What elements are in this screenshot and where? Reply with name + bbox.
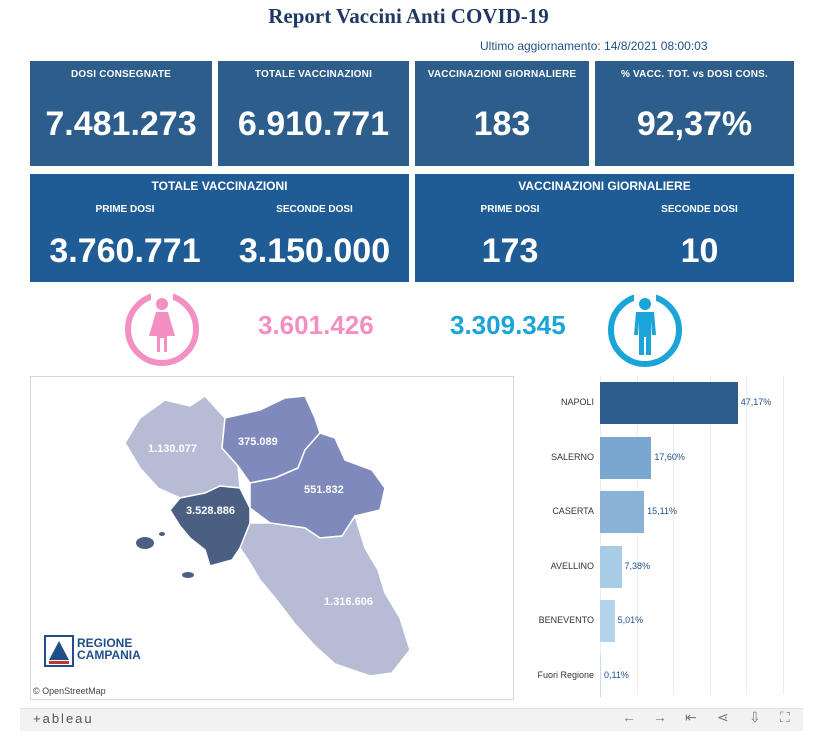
chart-gridline (673, 376, 674, 694)
bar-avellino[interactable] (600, 545, 622, 588)
map-attribution[interactable]: © OpenStreetMap (33, 686, 106, 696)
chart-gridline (709, 376, 711, 694)
region-label: 3.528.886 (186, 505, 235, 517)
prime-dosi-value: 3.760.771 (49, 232, 201, 270)
island-procida (159, 532, 165, 536)
bar-category-label: CASERTA (552, 506, 594, 516)
kpi-label: % VACC. TOT. vs DOSI CONS. (620, 69, 769, 80)
prime-dosi-label: PRIME DOSI (95, 204, 155, 215)
bar-value-label: 47,17% (740, 397, 772, 407)
male-figure-icon (608, 291, 682, 367)
region-label: 1.316.606 (324, 596, 373, 608)
download-icon[interactable]: ⇩ (749, 709, 761, 725)
bar-category-label: SALERNO (550, 451, 594, 462)
bar-benevento[interactable] (600, 600, 615, 642)
bar-chart: NAPOLI 47,17% SALERNO 17,60% CASERTA 15,11% AV… (515, 376, 805, 697)
island-capri (182, 572, 194, 578)
bar-caserta[interactable] (600, 491, 645, 533)
bar-category-label: AVELLINO (550, 560, 594, 571)
bar-category-label: NAPOLI (560, 397, 594, 407)
bar-value-label: 7,38% (624, 560, 651, 571)
logo-line-1: REGIONE (77, 636, 133, 650)
region-label: 1.130.077 (148, 443, 197, 455)
kpi-dosi-consegnate: DOSI CONSEGNATE 7.481.273 (30, 61, 212, 166)
bar-value-label: 5,01% (617, 615, 644, 625)
campania-map[interactable] (110, 388, 410, 688)
bar-napoli[interactable] (600, 382, 738, 424)
vaccinazioni-giornaliere-panel: VACCINAZIONI GIORNALIERE PRIME DOSI SECO… (415, 174, 794, 282)
fullscreen-icon[interactable]: ⛶ (780, 709, 790, 725)
prime-dosi-label: PRIME DOSI (480, 204, 540, 215)
regione-campania-logo-icon (44, 635, 74, 667)
kpi-percentuale: % VACC. TOT. vs DOSI CONS. 92,37% (595, 61, 794, 166)
seconde-dosi-value: 10 (680, 232, 719, 270)
footer-toolbar (20, 708, 803, 731)
bar-salerno[interactable] (600, 436, 652, 479)
region-label: 375.089 (238, 436, 278, 448)
logo-text: REGIONE CAMPANIA (77, 637, 141, 661)
panel-title: TOTALE VACCINAZIONI (151, 179, 288, 193)
island-ischia (136, 537, 154, 549)
totale-vaccinazioni-panel: TOTALE VACCINAZIONI PRIME DOSI SECONDE D… (30, 174, 409, 282)
page-title: Report Vaccini Anti COVID-19 (268, 4, 549, 28)
prime-dosi-value: 173 (481, 232, 539, 270)
logo-line-2: CAMPANIA (77, 648, 141, 662)
bar-value-label: 15,11% (647, 506, 677, 516)
kpi-value: 92,37% (636, 105, 753, 143)
chart-gridline (636, 376, 638, 694)
undo-icon[interactable]: ← (622, 709, 636, 725)
kpi-label: VACCINAZIONI GIORNALIERE (427, 69, 577, 80)
share-icon[interactable]: ⋖ (717, 709, 729, 725)
region-label: 551.832 (304, 484, 344, 496)
female-count: 3.601.426 (258, 310, 374, 340)
kpi-vaccinazioni-giornaliere: VACCINAZIONI GIORNALIERE 183 (415, 61, 589, 166)
kpi-label: TOTALE VACCINAZIONI (254, 69, 373, 80)
seconde-dosi-label: SECONDE DOSI (276, 204, 353, 215)
bar-fuori-regione[interactable] (600, 654, 601, 697)
panel-title: VACCINAZIONI GIORNALIERE (518, 179, 691, 193)
male-count: 3.309.345 (450, 310, 566, 340)
revert-icon[interactable]: ⇤ (685, 709, 697, 725)
kpi-value: 183 (473, 105, 531, 143)
redo-icon[interactable]: → (653, 709, 667, 725)
kpi-value: 6.910.771 (237, 105, 390, 143)
region-salerno (239, 514, 410, 677)
chart-gridline (782, 376, 784, 694)
chart-gridline (746, 376, 747, 694)
last-updated: Ultimo aggiornamento: 14/8/2021 08:00:03 (480, 39, 708, 53)
chart-gridline (600, 376, 601, 694)
kpi-label: DOSI CONSEGNATE (70, 69, 172, 80)
bar-category-label: BENEVENTO (538, 615, 594, 625)
tableau-logo[interactable]: +ableau (33, 711, 94, 726)
region-napoli (169, 485, 251, 567)
female-figure-icon (125, 290, 199, 366)
bar-category-label: Fuori Regione (537, 669, 594, 680)
seconde-dosi-value: 3.150.000 (238, 232, 391, 270)
seconde-dosi-label: SECONDE DOSI (661, 204, 738, 215)
bar-value-label: 17,60% (654, 451, 685, 462)
bar-value-label: 0,11% (604, 669, 629, 680)
kpi-totale-vaccinazioni: TOTALE VACCINAZIONI 6.910.771 (218, 61, 409, 166)
kpi-value: 7.481.273 (45, 105, 197, 143)
